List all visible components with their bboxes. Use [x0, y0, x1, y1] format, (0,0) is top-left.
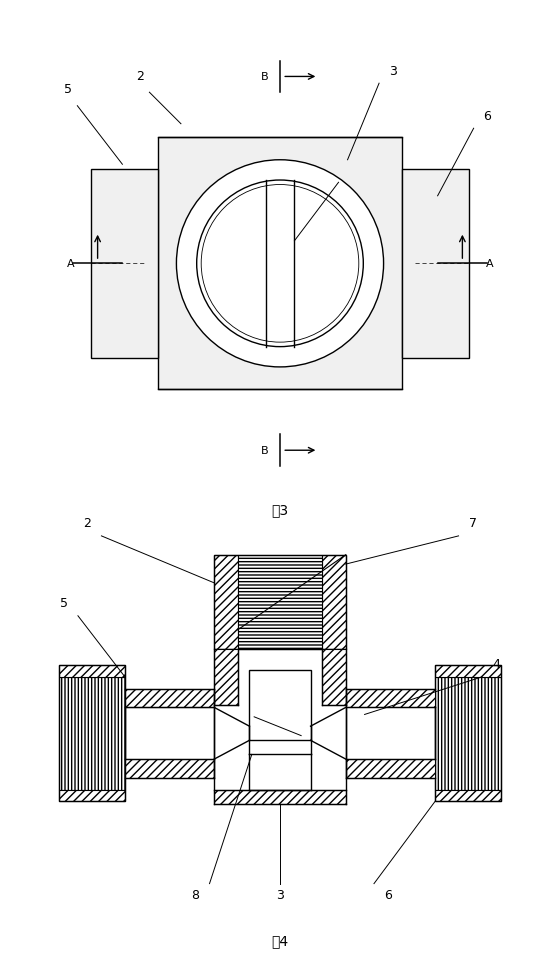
- Bar: [346, 759, 435, 778]
- Bar: [158, 138, 402, 390]
- Text: 2: 2: [83, 517, 91, 530]
- Polygon shape: [59, 790, 125, 802]
- Text: 5: 5: [60, 597, 68, 609]
- Text: 6: 6: [384, 888, 392, 901]
- Bar: [346, 689, 435, 708]
- Text: B: B: [260, 446, 268, 456]
- Text: 图4: 图4: [272, 933, 288, 947]
- Polygon shape: [59, 665, 125, 677]
- Bar: [59, 665, 125, 802]
- Circle shape: [197, 181, 363, 347]
- Text: 5: 5: [64, 83, 72, 96]
- Polygon shape: [214, 649, 237, 705]
- Bar: [435, 677, 501, 790]
- Polygon shape: [323, 556, 346, 649]
- Circle shape: [201, 186, 359, 343]
- Polygon shape: [214, 556, 237, 649]
- Text: 3: 3: [389, 66, 396, 78]
- Text: 图3: 图3: [272, 503, 288, 516]
- Bar: [91, 169, 158, 359]
- Polygon shape: [323, 649, 346, 705]
- Bar: [402, 169, 469, 359]
- Bar: [435, 665, 501, 802]
- Text: 7: 7: [469, 517, 477, 530]
- Bar: [249, 670, 311, 740]
- Polygon shape: [435, 665, 501, 677]
- Bar: [125, 759, 214, 778]
- Text: A: A: [486, 259, 493, 269]
- Text: 2: 2: [137, 69, 144, 82]
- Circle shape: [176, 160, 384, 368]
- Polygon shape: [435, 790, 501, 802]
- Text: A: A: [67, 259, 74, 269]
- Text: 4: 4: [492, 658, 500, 671]
- Bar: [237, 556, 323, 649]
- Text: B: B: [260, 72, 268, 82]
- Bar: [214, 790, 346, 804]
- Text: 6: 6: [483, 111, 491, 123]
- Bar: [59, 677, 125, 790]
- Text: 8: 8: [192, 888, 199, 901]
- Bar: [125, 689, 214, 708]
- Bar: [214, 556, 346, 649]
- Text: 3: 3: [276, 888, 284, 901]
